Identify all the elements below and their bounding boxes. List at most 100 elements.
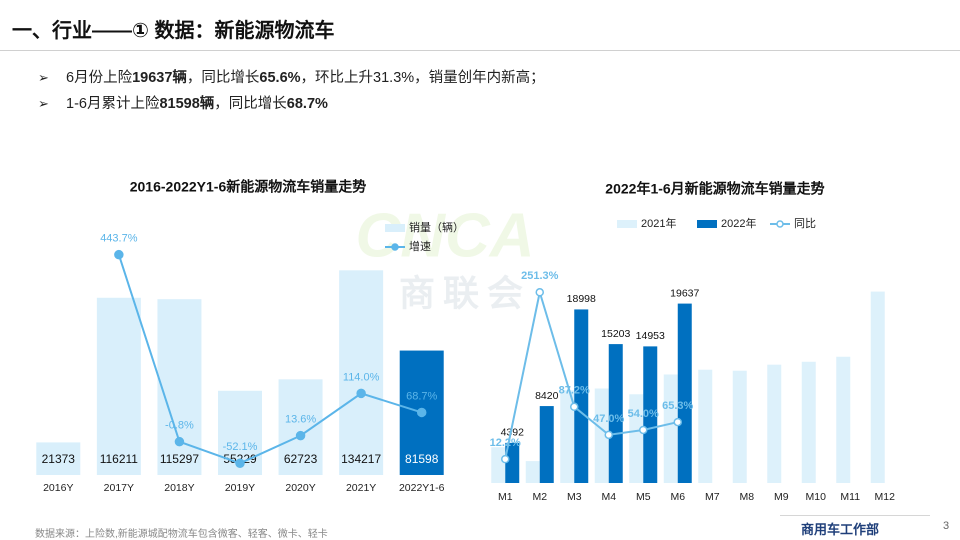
- data-label: -0.8%: [165, 420, 194, 432]
- slide-title: 一、行业——① 数据：新能源物流车: [12, 20, 335, 42]
- legend-swatch: [697, 220, 717, 228]
- line-marker: [673, 417, 682, 427]
- data-label: 54.0%: [628, 408, 659, 420]
- data-label: 134217: [341, 452, 381, 466]
- bar: [732, 370, 747, 483]
- bar: [560, 390, 575, 483]
- data-label: 116211: [100, 452, 139, 466]
- x-tick-label: M5: [636, 491, 651, 503]
- data-label: 443.7%: [100, 233, 138, 245]
- x-tick-label: M9: [774, 491, 789, 503]
- bar: [491, 447, 506, 483]
- line-marker: [235, 458, 245, 469]
- bar: [525, 461, 540, 483]
- data-label: 115297: [160, 452, 199, 466]
- x-tick-label: 2021Y: [346, 482, 376, 494]
- bar: [698, 369, 713, 483]
- data-label: 47.0%: [593, 413, 624, 425]
- data-label: 251.3%: [521, 270, 559, 282]
- data-label: 13.6%: [285, 414, 316, 426]
- legend-swatch: [391, 243, 399, 251]
- x-tick-label: M10: [806, 491, 827, 503]
- data-label: 8420: [535, 390, 559, 402]
- bullet-run: ，同比增长: [214, 96, 287, 112]
- line-marker: [570, 402, 579, 412]
- watermark-text: 商联会: [399, 273, 531, 314]
- bar: [96, 297, 141, 475]
- line-marker: [114, 249, 124, 260]
- x-tick-label: 2017Y: [104, 482, 134, 494]
- bar: [574, 309, 589, 483]
- x-tick-label: 2022Y1-6: [399, 482, 445, 494]
- data-label: 14953: [636, 330, 665, 342]
- bar: [870, 291, 885, 483]
- line-marker: [535, 288, 544, 297]
- legend-swatch: [776, 220, 784, 228]
- x-tick-label: 2020Y: [285, 482, 315, 494]
- data-label: 15203: [601, 328, 630, 340]
- line-marker: [295, 430, 306, 441]
- bullet-run: ，销量创年内新高；: [414, 70, 545, 86]
- data-label: 81598: [405, 452, 439, 466]
- bar: [608, 344, 623, 483]
- line-marker: [501, 454, 510, 464]
- legend-label: 销量（辆）: [409, 220, 464, 234]
- bar: [663, 374, 678, 483]
- data-label: -52.1%: [223, 441, 258, 453]
- data-label: 12.2%: [490, 437, 521, 449]
- bar: [629, 394, 644, 483]
- bar: [278, 379, 323, 475]
- chart-title: 2016-2022Y1-6新能源物流车销量走势: [130, 179, 367, 195]
- legend-label: 2022年: [721, 216, 756, 230]
- bar: [594, 388, 609, 483]
- watermark-logo: CNCA: [355, 201, 534, 270]
- bullet: 6月份上险19637辆，同比增长65.6%，环比上升31.3%，销量创年内新高；: [38, 66, 545, 87]
- data-label: 87.2%: [559, 385, 590, 397]
- x-tick-label: M7: [705, 491, 720, 503]
- bullet-run: 6月份上险: [66, 70, 133, 86]
- x-tick-label: M4: [601, 491, 616, 503]
- bar: [801, 361, 816, 483]
- x-tick-label: M12: [875, 491, 896, 503]
- line-marker: [416, 407, 427, 418]
- department: 商用车工作部: [801, 522, 880, 537]
- legend-swatch: [617, 220, 637, 228]
- bullet-run: ，环比上升31.3%: [300, 70, 415, 86]
- bar: [539, 406, 554, 483]
- line: [117, 254, 423, 465]
- data-label: 19637: [670, 287, 699, 299]
- footer-rule: [780, 515, 930, 516]
- legend-label: 同比: [794, 217, 816, 230]
- x-tick-label: M6: [670, 491, 685, 503]
- line: [504, 291, 678, 460]
- x-tick-label: 2016Y: [43, 482, 73, 494]
- data-label: 18998: [567, 293, 596, 305]
- data-label: 4392: [501, 427, 525, 439]
- line-marker: [356, 388, 366, 399]
- x-tick-label: 2018Y: [164, 482, 194, 494]
- data-label: 21373: [42, 452, 76, 466]
- x-tick-label: M3: [567, 491, 582, 503]
- bar: [505, 442, 520, 483]
- bar: [836, 356, 851, 483]
- bullet: 1-6月累计上险81598辆，同比增长68.7%: [38, 92, 328, 113]
- line-marker: [174, 436, 185, 447]
- legend-swatch: [385, 224, 405, 232]
- bullet-run: 19637辆: [132, 70, 187, 86]
- x-tick-label: M2: [532, 491, 547, 503]
- bullet-run: 68.7%: [286, 96, 328, 112]
- bar: [767, 364, 782, 483]
- bullet-run: 65.6%: [259, 70, 301, 86]
- line-marker: [639, 425, 648, 435]
- header-rule: [0, 50, 960, 51]
- data-label: 114.0%: [343, 371, 380, 383]
- bullet-run: 81598辆: [159, 96, 215, 112]
- chart-title: 2022年1-6月新能源物流车销量走势: [605, 181, 824, 197]
- bar: [643, 346, 658, 483]
- x-tick-label: M1: [498, 491, 513, 503]
- x-tick-label: 2019Y: [225, 482, 255, 494]
- bar: [677, 303, 692, 483]
- data-label: 65.3%: [662, 400, 693, 412]
